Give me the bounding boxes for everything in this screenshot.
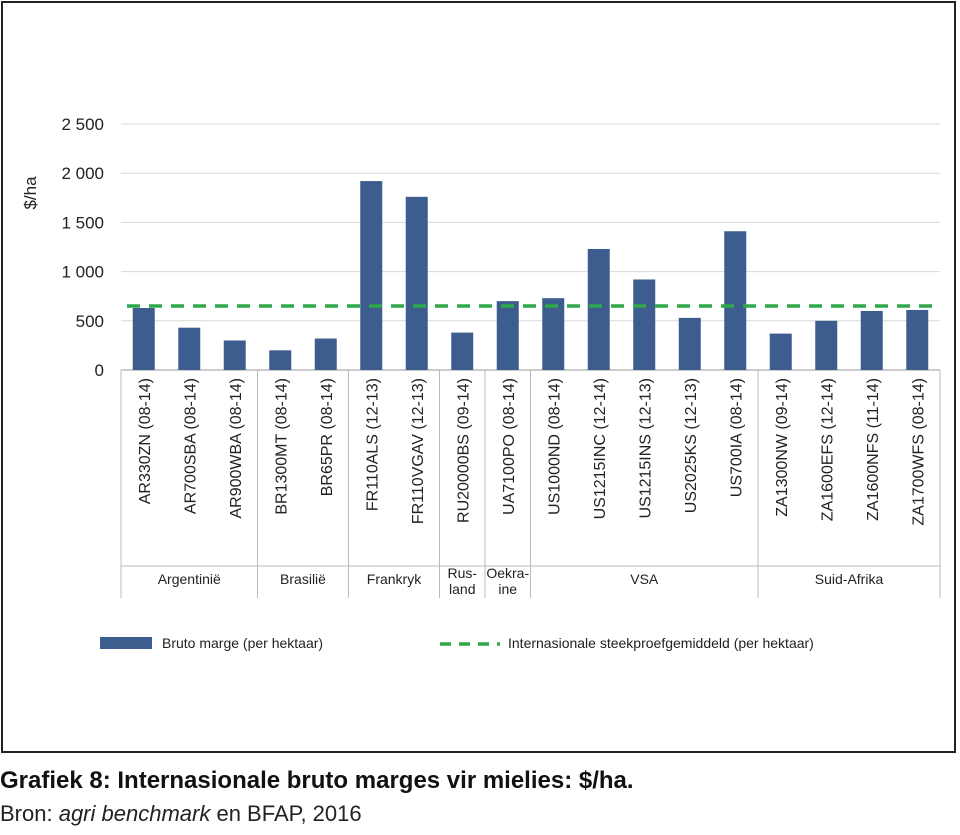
x-tick-label: ZA1600EFS (12-14) [819,378,836,521]
group-label: Oekra-ine [486,565,529,597]
x-tick-label: ZA1700WFS (08-14) [910,378,927,526]
y-tick-label: 2 500 [61,115,104,134]
group-label-line: ine [498,581,517,597]
legend-bar-swatch [100,637,152,649]
group-label: Rus-land [447,565,477,597]
bar [405,196,428,370]
source-prefix: Bron: [0,801,59,826]
bar [360,181,383,370]
bar [223,340,246,370]
source-suffix: en BFAP, 2016 [210,801,362,826]
chart-frame [1,1,956,753]
x-tick-label: AR900WBA (08-14) [228,378,245,519]
bar [451,332,474,370]
bar [587,248,610,370]
group-label: Argentinië [158,571,221,587]
group-label-line: Rus- [447,565,477,581]
x-tick-label: BR1300MT (08-14) [273,378,290,515]
source-italic: agri benchmark [58,801,211,826]
bar [542,298,565,370]
x-tick-label: RU20000BS (09-14) [455,378,472,523]
chart-caption-title: Grafiek 8: Internasionale bruto marges v… [0,767,634,794]
group-label: Frankryk [367,571,422,587]
bar [633,279,656,370]
x-tick-label: US1215INS (12-13) [637,378,654,519]
y-tick-label: 1 500 [61,213,104,232]
group-label-line: land [449,581,475,597]
bar [815,320,838,370]
group-label: Suid-Afrika [815,571,884,587]
x-tick-label: BR65PR (08-14) [319,378,336,496]
y-tick-label: 500 [76,312,104,331]
x-tick-label: US700IA (08-14) [728,378,745,497]
y-tick-label: 0 [95,361,104,380]
bar [860,310,883,370]
bar [496,301,519,370]
bar-chart: 0 500 1 000 1 500 2 000 2 500 $/ha Argentinië Br… [21,115,941,651]
y-tick-label: 2 000 [61,164,104,183]
bar [724,231,747,370]
x-tick-label: AR330ZN (08-14) [137,378,154,504]
bar [906,309,929,370]
x-tick-label: FR110VGAV (12-13) [410,378,427,524]
bar [314,338,337,370]
x-tick-label: ZA1600NFS (11-14) [865,378,882,521]
x-tick-label: AR700SBA (08-14) [182,378,199,514]
x-tick-label: US1215INC (12-14) [592,378,609,519]
chart-caption-source: Bron: agri benchmark en BFAP, 2016 [0,801,362,827]
bar [132,308,155,370]
legend-line-label: Internasionale steekproefgemiddeld (per … [508,635,814,651]
x-tick-label: FR110ALS (12-13) [364,378,381,511]
group-label: VSA [630,571,659,587]
group-label-line: Oekra- [486,565,529,581]
y-tick-label: 1 000 [61,263,104,282]
x-tick-label: US1000ND (08-14) [546,378,563,515]
bar [678,317,701,370]
group-label: Brasilië [280,571,326,587]
bar [769,333,792,370]
x-tick-label: ZA1300NW (09-14) [774,378,791,517]
x-tick-label: US2025KS (12-13) [683,378,700,513]
x-tick-label: UA7100PO (08-14) [501,378,518,515]
legend-bar-label: Bruto marge (per hektaar) [162,635,323,651]
bar [269,350,292,370]
bar [178,327,201,370]
y-axis-label: $/ha [21,176,40,210]
